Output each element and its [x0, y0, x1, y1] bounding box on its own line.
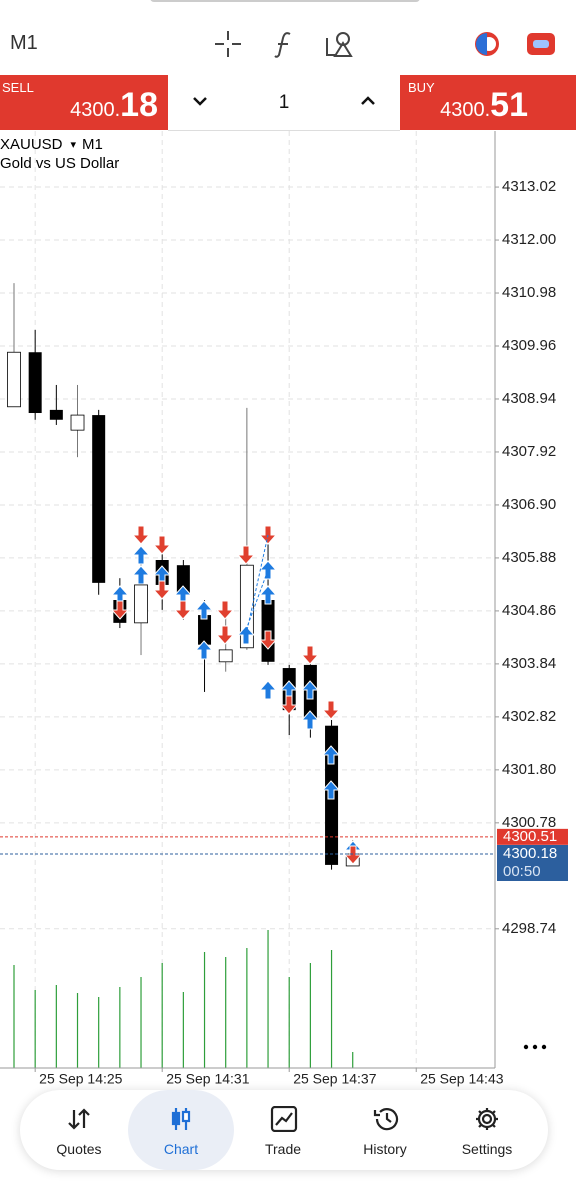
notch [150, 0, 420, 2]
y-tick-label: 4303.84 [502, 655, 556, 672]
timeframe[interactable]: M1 [10, 32, 38, 54]
y-tick-label: 4305.88 [502, 549, 556, 566]
y-tick-label: 4310.98 [502, 284, 556, 301]
candle-body [92, 415, 106, 583]
chart: 4313.02 4312.00 4310.98 4309.96 4308.94 4307.… [0, 131, 568, 1087]
more-menu[interactable] [523, 1044, 547, 1050]
sell-button[interactable]: SELL 4300.18 [0, 75, 168, 130]
top-bar: M1 [0, 0, 576, 75]
decrease-lot[interactable] [192, 95, 208, 107]
nav-chart[interactable]: Chart [128, 1090, 234, 1170]
candle-body [239, 564, 254, 649]
sell-label: SELL [2, 80, 34, 95]
objects-icon[interactable] [324, 30, 354, 58]
countdown: 00:50 [503, 863, 541, 880]
crosshair-icon[interactable] [214, 30, 242, 58]
nav-label: Quotes [56, 1141, 102, 1157]
buy-button[interactable]: BUY 4300.51 [400, 75, 576, 130]
candle-body [218, 649, 233, 663]
candle-body [28, 352, 42, 414]
chart-timeframe: M1 [82, 136, 103, 153]
trade-icon [270, 1106, 298, 1132]
bottom-nav: Quotes Chart Trade History Settings [20, 1090, 548, 1170]
volumes [13, 930, 354, 1068]
buy-price-big: 51 [490, 86, 528, 124]
y-tick-label: 4312.00 [502, 231, 556, 248]
nav-label: Chart [163, 1141, 199, 1157]
y-tick-label: 4306.90 [502, 496, 556, 513]
quotes-icon [68, 1108, 90, 1130]
symbol-header: XAUUSD ▾ M1 [0, 136, 103, 153]
symbol-dropdown[interactable]: ▾ [71, 139, 77, 151]
bid-label: 4300.18 [503, 845, 557, 862]
buy-price: 4300. [440, 99, 491, 121]
chart-icon [171, 1108, 191, 1130]
candle-body [198, 615, 212, 645]
y-tick-label: 4301.80 [502, 761, 556, 778]
lot-value[interactable]: 1 [278, 92, 290, 113]
one-click-icon[interactable] [526, 32, 556, 56]
candle-body [70, 414, 85, 431]
nav-trade[interactable]: Trade [230, 1090, 336, 1170]
account-icon[interactable] [472, 30, 502, 58]
y-tick-label: 4302.82 [502, 708, 556, 725]
candle-body [49, 409, 63, 420]
candle-body [7, 351, 21, 408]
y-tick-label: 4298.74 [502, 920, 556, 937]
x-tick-label: 25 Sep 14:43 [420, 1071, 504, 1087]
buy-label: BUY [408, 80, 435, 95]
bid-box [497, 844, 568, 881]
trade-arrows [111, 525, 362, 865]
increase-lot[interactable] [360, 95, 376, 107]
y-tick-label: 4307.92 [502, 443, 556, 460]
nav-quotes[interactable]: Quotes [26, 1090, 132, 1170]
price-axis: 4313.02 4312.00 4310.98 4309.96 4308.94 4307.… [0, 131, 568, 1087]
ask-box [497, 828, 568, 845]
sell-price: 4300. [70, 99, 121, 121]
nav-label: Settings [461, 1141, 513, 1157]
x-tick-label: 25 Sep 14:37 [293, 1071, 377, 1087]
history-icon [373, 1108, 399, 1131]
y-tick-label: 4309.96 [502, 337, 556, 354]
nav-label: History [363, 1141, 407, 1157]
x-tick-label: 25 Sep 14:31 [166, 1071, 250, 1087]
candle-body [176, 565, 190, 595]
symbol-description: Gold vs US Dollar [0, 155, 119, 172]
nav-label: Trade [264, 1141, 302, 1157]
y-tick-label: 4300.78 [502, 814, 556, 831]
y-tick-label: 4304.86 [502, 602, 556, 619]
candle-body [134, 584, 148, 624]
nav-history[interactable]: History [332, 1090, 438, 1170]
symbol: XAUUSD [0, 136, 63, 153]
y-tick-label: 4313.02 [502, 178, 556, 195]
candles [7, 283, 360, 870]
lot-selector: 1 [168, 75, 400, 131]
indicator-icon[interactable] [272, 30, 296, 58]
ask-label: 4300.51 [503, 828, 557, 845]
y-tick-label: 4308.94 [502, 390, 556, 407]
nav-settings[interactable]: Settings [434, 1090, 540, 1170]
sell-price-big: 18 [120, 86, 158, 124]
x-tick-label: 25 Sep 14:25 [39, 1071, 123, 1087]
settings-icon [476, 1108, 498, 1130]
